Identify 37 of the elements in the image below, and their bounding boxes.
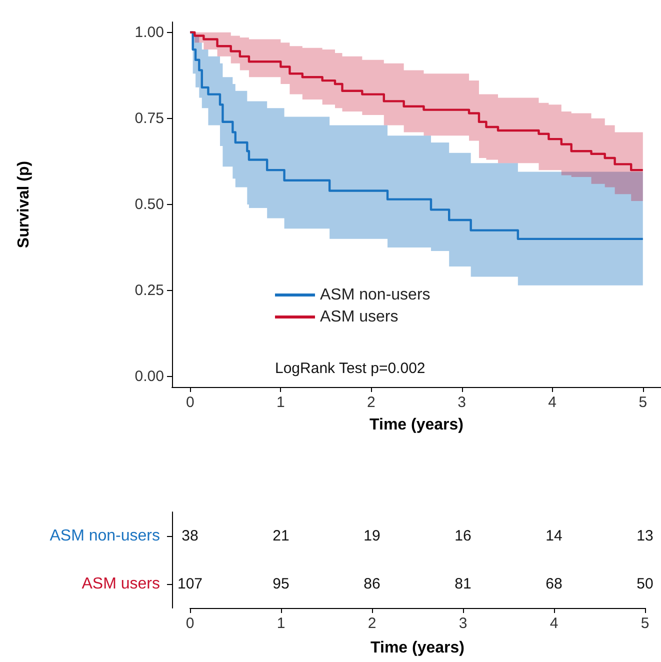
annotation: LogRank Test p=0.002 [275, 360, 426, 377]
y-tick-label: 1.00 [134, 24, 164, 41]
legend-label: ASM non-users [320, 286, 430, 304]
data-label: 38 [182, 528, 198, 544]
y-tick-label: ASM users [82, 576, 160, 592]
y-axis-title: Survival (p) [16, 160, 32, 248]
legend-label: ASM users [320, 308, 398, 326]
data-label: 86 [364, 576, 380, 592]
x-axis-title: Time (years) [370, 640, 464, 656]
data-label: 19 [364, 528, 380, 544]
x-tick-label: 3 [458, 615, 468, 632]
data-label: 81 [454, 576, 472, 592]
x-tick-label: 4 [548, 394, 557, 411]
data-label: 21 [272, 528, 290, 544]
data-label: 14 [546, 528, 562, 544]
data-label: 95 [272, 576, 290, 592]
x-tick-label: 0 [186, 394, 194, 411]
x-tick-label: 3 [458, 394, 466, 411]
data-label: 68 [546, 576, 562, 592]
x-tick-label: 1 [276, 394, 285, 411]
y-tick-label: 0.00 [134, 368, 164, 386]
x-tick-label: 4 [550, 615, 558, 632]
x-axis-title: Time (years) [370, 416, 464, 434]
x-tick-label: 0 [186, 615, 194, 632]
data-label: 50 [636, 576, 654, 592]
y-tick-label: 0.50 [134, 196, 164, 213]
x-tick-label: 2 [367, 394, 376, 411]
x-tick-label: 2 [368, 615, 376, 632]
data-label: 107 [177, 576, 203, 592]
y-tick-label: 0.25 [134, 282, 164, 300]
data-label: 13 [636, 528, 654, 544]
x-tick-label: 1 [276, 615, 286, 632]
y-tick-label: ASM non-users [50, 528, 160, 544]
y-tick-label: 0.75 [134, 110, 164, 127]
x-tick-label: 5 [640, 615, 650, 632]
x-tick-label: 5 [638, 394, 648, 411]
data-label: 16 [454, 528, 472, 544]
